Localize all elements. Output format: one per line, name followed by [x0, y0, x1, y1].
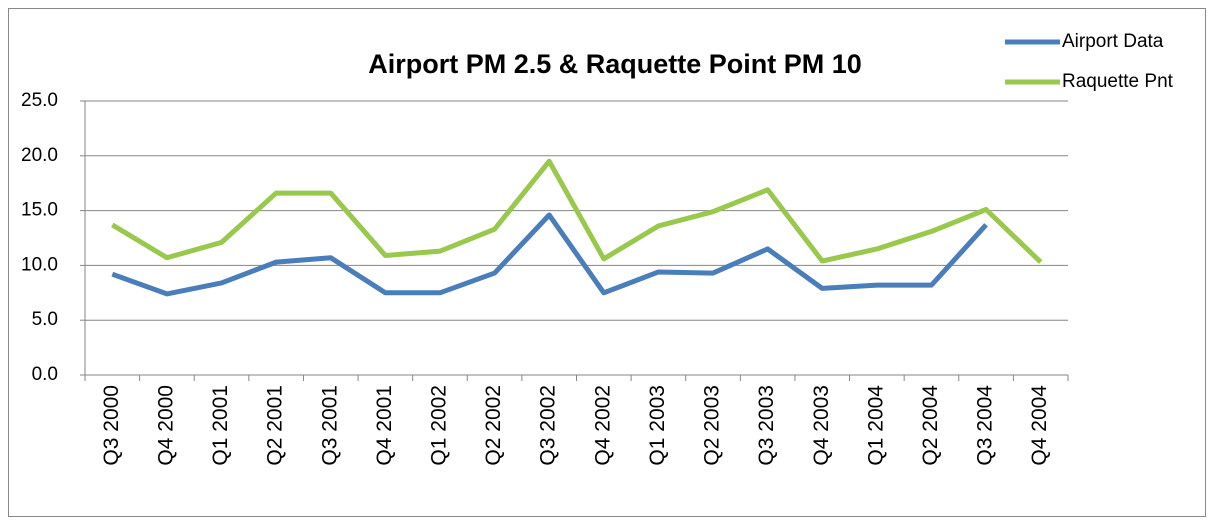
x-tick-label: Q1 2002: [428, 385, 451, 466]
x-tick-label: Q2 2004: [919, 385, 942, 466]
y-tick-label: 10.0: [21, 254, 58, 275]
x-tick-label: Q1 2004: [864, 385, 887, 466]
chart-border: [8, 8, 1206, 517]
line-series: [111, 212, 988, 297]
y-tick-label: 15.0: [21, 200, 58, 221]
legend-label: Airport Data: [1062, 31, 1164, 52]
x-tick-label: Q2 2003: [701, 385, 724, 466]
x-tick-label: Q3 2004: [974, 385, 997, 466]
y-tick-label: 0.0: [32, 364, 58, 385]
x-tick-label: Q3 2002: [537, 385, 560, 466]
y-tick-label: 5.0: [32, 309, 58, 330]
x-tick-label: Q4 2002: [591, 385, 614, 466]
x-tick-label: Q3 2001: [318, 385, 341, 466]
x-tick-label: Q3 2003: [755, 385, 778, 466]
x-tick-label: Q3 2000: [100, 385, 123, 466]
x-tick-label: Q4 2000: [154, 385, 177, 466]
legend-label: Raquette Pnt: [1062, 71, 1174, 92]
chart-title: Airport PM 2.5 & Raquette Point PM 10: [368, 49, 862, 79]
x-tick-label: Q1 2001: [209, 385, 232, 466]
y-tick-label: 25.0: [21, 90, 58, 111]
x-tick-label: Q4 2004: [1028, 385, 1051, 466]
x-tick-label: Q2 2002: [482, 385, 505, 466]
x-tick-label: Q4 2003: [810, 385, 833, 466]
line-series: [111, 158, 1043, 264]
y-tick-label: 20.0: [21, 145, 58, 166]
x-tick-label: Q2 2001: [264, 385, 287, 466]
x-tick-label: Q1 2003: [646, 385, 669, 466]
x-tick-label: Q4 2001: [373, 385, 396, 466]
